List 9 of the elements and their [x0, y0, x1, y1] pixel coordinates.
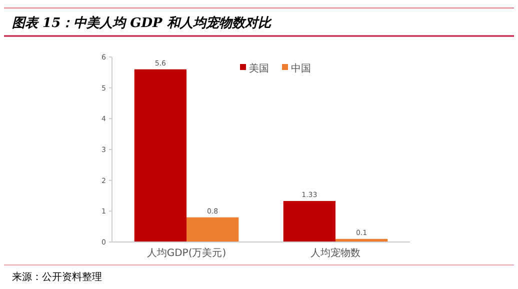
x-tick-label: 人均GDP(万美元) — [146, 247, 226, 259]
bar — [134, 69, 186, 242]
bar — [186, 217, 239, 242]
bar — [283, 200, 336, 242]
legend-label: 中国 — [291, 62, 311, 74]
legend-label: 美国 — [249, 62, 269, 74]
x-tick-label: 人均宠物数 — [310, 247, 360, 259]
chart-title: 图表 15：中美人均 GDP 和人均宠物数对比 — [12, 15, 272, 31]
source-note: 来源：公开资料整理 — [12, 271, 102, 283]
